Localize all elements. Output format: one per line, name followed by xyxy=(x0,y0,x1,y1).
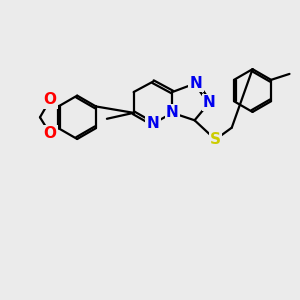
Text: N: N xyxy=(147,116,159,131)
Text: N: N xyxy=(190,76,202,91)
Text: O: O xyxy=(44,126,57,141)
Text: N: N xyxy=(203,95,216,110)
Text: S: S xyxy=(210,132,221,147)
Text: O: O xyxy=(44,92,57,107)
Text: N: N xyxy=(166,105,179,120)
